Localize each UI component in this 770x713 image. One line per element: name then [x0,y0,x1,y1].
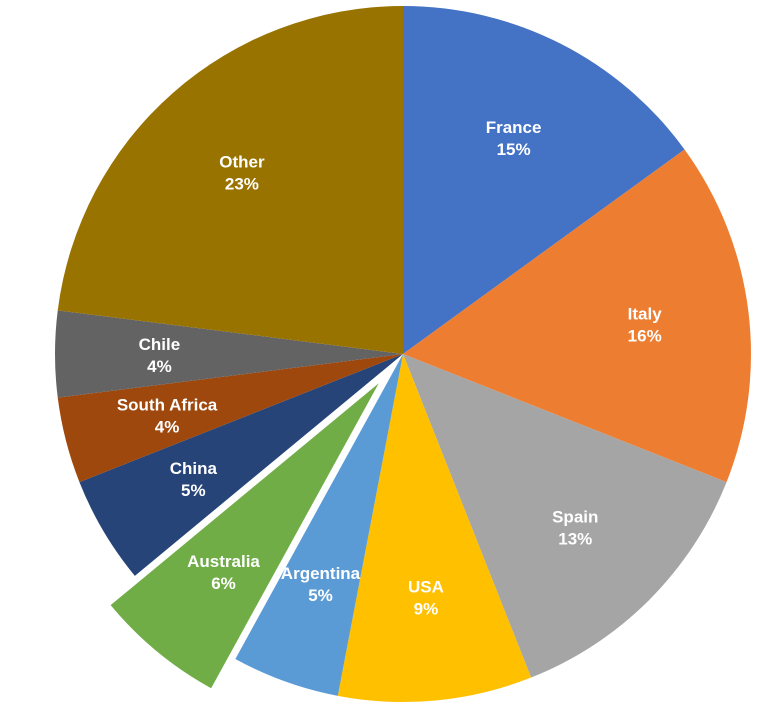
slice-label-france: France 15% [486,118,542,159]
slice-australia [110,383,379,689]
slice-label-usa: USA 9% [408,578,444,619]
slice-label-italy: Italy 16% [628,304,663,345]
slice-label-other: Other 23% [219,152,265,193]
category-label-other: Other [219,152,265,171]
value-label-chile: 4% [147,357,172,376]
slice-argentina [235,354,403,696]
slice-label-argentina: Argentina 5% [281,564,361,605]
category-label-usa: USA [408,578,444,597]
value-label-australia: 6% [211,574,236,593]
slice-label-chile: Chile 4% [139,335,181,376]
category-label-france: France [486,118,542,137]
category-label-chile: Chile [139,335,181,354]
value-label-france: 15% [497,140,531,159]
category-label-china: China [170,459,218,478]
value-label-other: 23% [225,174,259,193]
slice-france [403,6,685,354]
slice-china [79,354,404,576]
slice-label-china: China 5% [170,459,218,500]
slice-label-south-africa: South Africa 4% [117,396,218,437]
value-label-south-africa: 4% [155,418,180,437]
category-label-south-africa: South Africa [117,396,218,415]
value-label-spain: 13% [558,529,592,548]
slice-label-australia: Australia 6% [187,552,260,593]
slice-label-spain: Spain 13% [552,507,598,548]
slice-italy [403,149,751,483]
category-label-argentina: Argentina [281,564,361,583]
category-label-spain: Spain [552,507,598,526]
slice-chile [54,310,404,398]
value-label-italy: 16% [628,326,662,345]
value-label-china: 5% [181,481,206,500]
slice-south-africa [57,354,404,483]
category-label-australia: Australia [187,552,260,571]
value-label-usa: 9% [414,600,439,619]
category-label-italy: Italy [628,304,663,323]
value-label-argentina: 5% [308,586,333,605]
slice-other [57,6,404,354]
slice-spain [403,354,727,678]
slice-usa [337,354,532,702]
